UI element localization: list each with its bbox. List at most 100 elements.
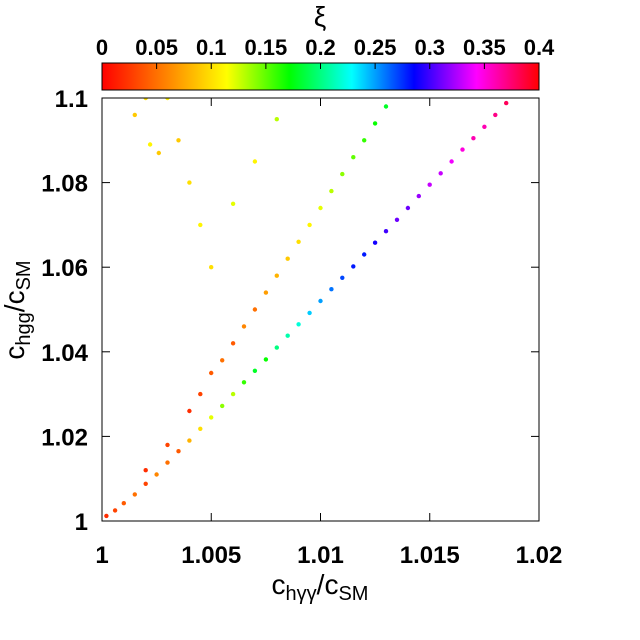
- colorbar-tick-label: 0.1: [196, 35, 227, 60]
- x-tick-label: 1.015: [400, 542, 460, 569]
- scatter-point: [263, 357, 269, 362]
- scatter-point: [296, 92, 300, 96]
- scatter-point: [252, 307, 258, 312]
- scatter-point: [176, 449, 181, 454]
- scatter-point: [176, 138, 181, 143]
- y-tick-label: 1.08: [41, 171, 88, 198]
- x-tick-label: 1.01: [297, 542, 344, 569]
- scatter-point: [209, 265, 214, 270]
- colorbar-tick-label: 0.25: [354, 35, 397, 60]
- scatter-point: [318, 205, 323, 211]
- scatter-point: [296, 322, 301, 327]
- scatter-point: [220, 358, 225, 363]
- scatter-point: [395, 92, 399, 96]
- scatter-point: [504, 100, 509, 106]
- scatter-point: [285, 256, 290, 261]
- y-tick-label: 1.04: [41, 340, 88, 367]
- scatter-point: [274, 345, 279, 350]
- colorbar-tick-label: 0: [96, 35, 108, 60]
- scatter-point: [165, 460, 170, 465]
- scatter-point: [394, 217, 400, 222]
- scatter-point: [274, 117, 279, 122]
- y-tick-label: 1.06: [41, 255, 88, 282]
- scatter-point: [104, 513, 109, 519]
- scatter-point: [132, 112, 137, 118]
- scatter-point: [362, 138, 367, 143]
- scatter-point: [329, 188, 334, 194]
- scatter-point: [198, 222, 203, 228]
- scatter-point: [351, 155, 356, 160]
- scatter-point: [187, 180, 192, 185]
- scatter-point: [449, 159, 454, 164]
- scatter-point: [405, 205, 411, 211]
- x-tick-label: 1.02: [516, 542, 563, 569]
- y-axis-title: chgg/cSM: [0, 260, 35, 359]
- scatter-point: [187, 408, 192, 414]
- scatter-point: [230, 391, 236, 397]
- colorbar-tick-label: 0.3: [414, 35, 445, 60]
- scatter-point: [329, 287, 334, 292]
- scatter-point: [362, 252, 367, 257]
- scatter-point: [154, 472, 159, 477]
- scatter-point: [427, 182, 432, 187]
- scatter-point: [318, 298, 323, 304]
- x-tick-label: 1: [95, 542, 108, 569]
- scatter-point: [143, 98, 148, 101]
- scatter-point: [198, 391, 203, 397]
- scatter-point: [143, 468, 148, 473]
- colorbar-tick-label: 0.4: [524, 35, 555, 60]
- scatter-point: [220, 403, 225, 409]
- scatter-point: [122, 92, 126, 96]
- scatter-point: [209, 415, 214, 420]
- scatter-point: [132, 492, 137, 497]
- colorbar-label: ξ: [314, 1, 327, 32]
- scatter-point: [383, 104, 389, 109]
- colorbar-tick-label: 0.05: [135, 35, 178, 60]
- scatter-point: [143, 481, 148, 486]
- y-tick-label: 1.1: [55, 86, 88, 113]
- scatter-point: [112, 508, 118, 513]
- scatter-point: [241, 380, 247, 385]
- scatter-point: [209, 370, 214, 376]
- scatter-point: [252, 159, 258, 164]
- plot-frame: [101, 97, 540, 522]
- scatter-point: [493, 112, 498, 118]
- scatter-point: [156, 150, 161, 156]
- y-tick-label: 1: [75, 509, 88, 536]
- scatter-point: [383, 229, 389, 234]
- scatter-point: [121, 501, 127, 506]
- scatter-point: [263, 290, 269, 295]
- scatter-point: [241, 324, 247, 329]
- scatter-point: [471, 136, 476, 141]
- scatter-point: [274, 273, 279, 278]
- scatter-point: [165, 98, 170, 101]
- colorbar-tick-label: 0.2: [305, 35, 336, 60]
- scatter-point: [351, 264, 356, 269]
- scatter-point: [372, 121, 378, 126]
- scatter-point: [307, 222, 312, 228]
- scatter-points: [104, 92, 519, 519]
- scatter-point: [230, 201, 236, 206]
- scatter-point: [165, 442, 170, 448]
- scatter-point: [252, 368, 258, 373]
- colorbar-tick-label: 0.15: [244, 35, 287, 60]
- scatter-point: [187, 438, 192, 443]
- scatter-point: [147, 142, 153, 147]
- x-axis-ticks: 1 1.005 1.01 1.015 1.02: [95, 98, 562, 569]
- scatter-point: [482, 124, 487, 129]
- y-axis-ticks: 1 1.02 1.04 1.06 1.08 1.1: [41, 86, 539, 536]
- colorbar-tick-label: 0.35: [463, 35, 506, 60]
- scatter-point: [340, 171, 345, 177]
- scatter-point: [372, 240, 378, 245]
- x-tick-label: 1.005: [181, 542, 241, 569]
- scatter-point: [296, 239, 301, 244]
- scatter-point: [416, 193, 421, 199]
- y-tick-label: 1.02: [41, 424, 88, 451]
- scatter-point: [307, 310, 312, 316]
- scatter-point: [515, 92, 519, 96]
- colorbar-ticks: 0 0.05 0.1 0.15 0.2 0.25 0.3 0.35 0.4: [96, 35, 555, 69]
- scatter-point: [460, 147, 465, 152]
- scatter-point: [340, 275, 345, 280]
- scatter-point: [438, 171, 443, 176]
